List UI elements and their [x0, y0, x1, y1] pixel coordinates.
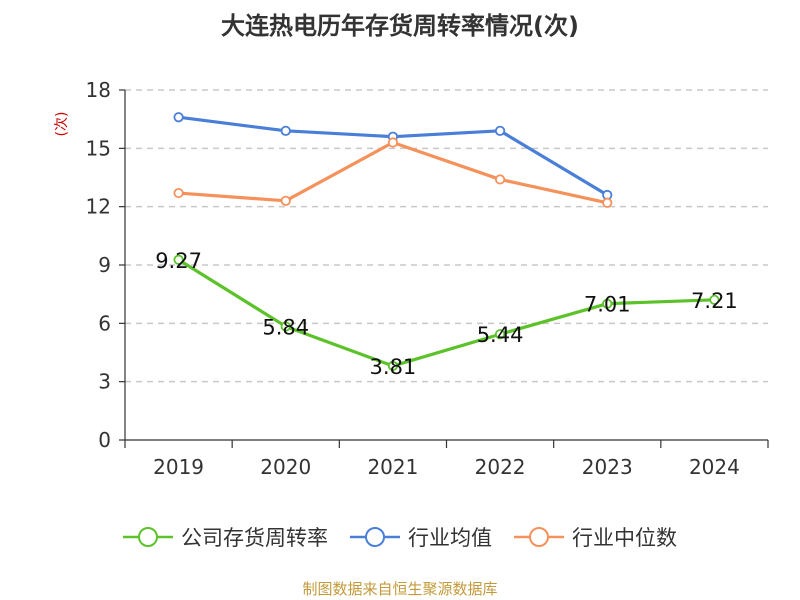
data-point[interactable]	[709, 294, 720, 305]
legend-item[interactable]: 行业均值	[350, 522, 492, 552]
line-chart: 0 3 6 9 12 15 18 (次) 2019 2020 2021 2022 2023 2024 9.…	[54, 78, 769, 479]
data-point[interactable]	[494, 329, 506, 340]
data-label: 7.01	[584, 293, 631, 317]
data-point[interactable]	[280, 195, 291, 206]
data-label: 9.27	[155, 249, 202, 273]
data-label: 5.84	[262, 315, 309, 339]
y-tick-label: 12	[86, 195, 111, 219]
data-point[interactable]	[280, 321, 291, 332]
legend-marker-icon	[514, 527, 564, 547]
grid-lines	[125, 89, 768, 383]
x-tick-label: 2024	[689, 455, 740, 479]
axes: 0 3 6 9 12 15 18 (次) 2019 2020 2021 2022 2023 2024	[54, 78, 769, 479]
data-labels: 9.27 5.84 3.81 5.44 7.01 7.21	[155, 249, 738, 379]
data-source: 制图数据来自恒生聚源数据库	[302, 580, 498, 598]
data-point[interactable]	[494, 174, 506, 185]
y-axis-label: (次)	[54, 112, 70, 137]
legend-item[interactable]: 公司存货周转率	[123, 522, 328, 552]
data-point[interactable]	[602, 298, 613, 309]
y-tick-label: 6	[98, 311, 111, 335]
legend-marker-icon	[123, 527, 173, 547]
data-label: 5.44	[477, 323, 524, 347]
series-line	[178, 115, 609, 197]
legend: 公司存货周转率 行业均值 行业中位数	[0, 522, 800, 552]
data-point[interactable]	[387, 137, 399, 148]
y-tick-label: 9	[98, 253, 111, 277]
legend-label: 行业均值	[408, 526, 492, 550]
legend-item[interactable]: 行业中位数	[514, 522, 677, 552]
y-tick-label: 3	[98, 370, 111, 394]
data-point[interactable]	[494, 125, 506, 136]
series-line	[178, 140, 608, 205]
series-group	[173, 112, 720, 372]
chart-title: 大连热电历年存货周转率情况(次)	[221, 12, 579, 40]
series-line	[177, 258, 715, 368]
data-point[interactable]	[387, 360, 399, 372]
data-point[interactable]	[602, 197, 613, 208]
legend-marker-icon	[350, 527, 400, 547]
legend-label: 行业中位数	[572, 526, 677, 550]
data-point[interactable]	[280, 125, 291, 136]
y-tick-label: 18	[86, 78, 111, 102]
y-tick-label: 0	[98, 428, 111, 452]
data-point[interactable]	[173, 254, 184, 265]
data-point[interactable]	[173, 112, 184, 123]
x-tick-label: 2020	[260, 455, 311, 479]
x-tick-label: 2022	[475, 455, 526, 479]
x-tick-label: 2023	[582, 455, 633, 479]
data-point[interactable]	[173, 187, 184, 199]
y-tick-label: 15	[86, 136, 111, 160]
data-label: 7.21	[691, 289, 738, 313]
x-tick-label: 2021	[367, 455, 418, 479]
data-label: 3.81	[370, 355, 417, 379]
legend-label: 公司存货周转率	[181, 526, 328, 550]
x-tick-label: 2019	[153, 455, 204, 479]
